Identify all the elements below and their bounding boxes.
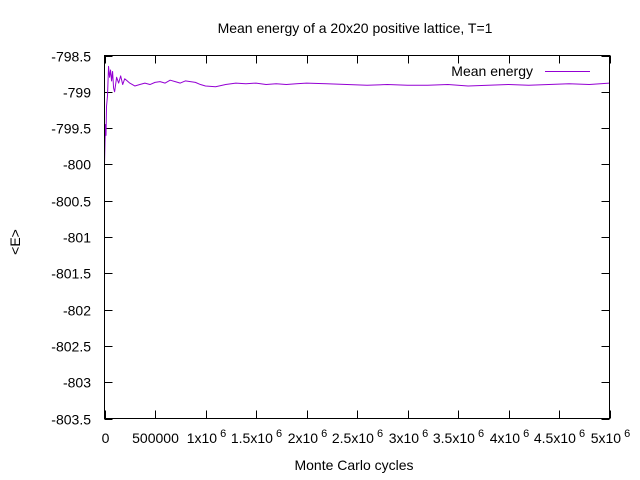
- y-tick-label: -803.5: [51, 412, 91, 428]
- y-axis-label: <E>: [7, 229, 23, 255]
- tick-layer: -798.5 -799 -799.5 -800 -800.5 -801 -801.5 -802…: [51, 49, 630, 447]
- plot-frame: [104, 55, 610, 419]
- y-tick-label: -802: [63, 303, 91, 319]
- chart-title: Mean energy of a 20x20 positive lattice,…: [218, 20, 493, 36]
- x-tick-label: 3x10 6: [389, 428, 429, 446]
- x-tick-label: 2.5x10 6: [332, 428, 383, 446]
- x-tick-label: 4x10 6: [490, 428, 530, 446]
- y-tick-label: -800: [63, 157, 91, 173]
- x-tick-label: 1.5x10 6: [231, 428, 282, 446]
- legend-label-mean-energy: Mean energy: [451, 63, 533, 79]
- y-tick-label: -800.5: [51, 194, 91, 210]
- x-tick-label: 4.5x10 6: [534, 428, 585, 446]
- x-tick-label: 2x10 6: [288, 428, 328, 446]
- y-tick-label: -801.5: [51, 266, 91, 282]
- y-tick-label: -802.5: [51, 339, 91, 355]
- y-tick-label: -803: [63, 375, 91, 391]
- legend: Mean energy: [451, 63, 590, 79]
- series-line-0: [104, 65, 610, 165]
- x-tick-label: 5x10 6: [591, 428, 631, 446]
- x-tick-label: 3.5x10 6: [433, 428, 484, 446]
- series-layer: [104, 65, 610, 165]
- x-tick-label: 0: [102, 430, 110, 446]
- x-tick-label: 500000: [132, 430, 179, 446]
- y-tick-label: -798.5: [51, 49, 91, 65]
- y-tick-label: -801: [63, 230, 91, 246]
- y-tick-label: -799: [63, 85, 91, 101]
- x-tick-label: 1x10 6: [187, 428, 227, 446]
- y-tick-label: -799.5: [51, 121, 91, 137]
- x-axis-label: Monte Carlo cycles: [294, 457, 413, 473]
